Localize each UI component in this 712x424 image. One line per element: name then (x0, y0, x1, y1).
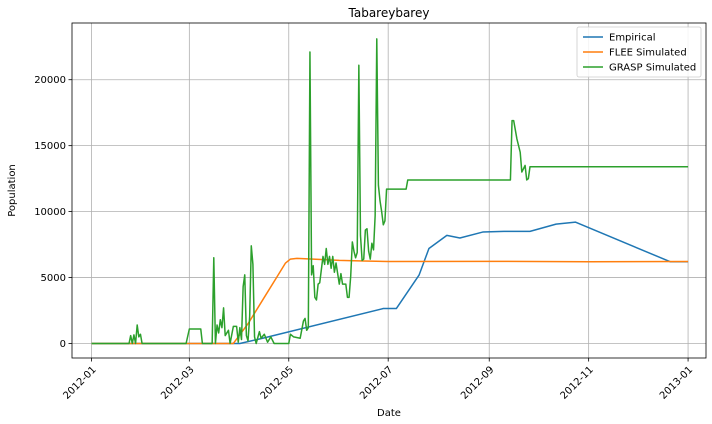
chart-title: Tabareybarey (348, 6, 430, 20)
legend-label: GRASP Simulated (609, 63, 696, 74)
x-axis-label: Date (377, 408, 401, 419)
y-tick-label: 15000 (34, 141, 66, 152)
legend-box (576, 26, 702, 78)
y-axis-label: Population (7, 164, 18, 217)
plot-frame (71, 22, 707, 359)
y-tick-label: 0 (60, 339, 66, 350)
plot-series (91, 38, 689, 345)
y-tick-label: 10000 (34, 207, 66, 218)
legend-label: Empirical (609, 33, 655, 44)
legend-label: FLEE Simulated (609, 48, 687, 59)
axis-ticks (68, 79, 689, 362)
legend: Empirical FLEE Simulated GRASP Simulated (576, 26, 702, 78)
y-tick-label: 5000 (41, 273, 66, 284)
series-line-grasp-simulated (91, 38, 689, 345)
y-tick-label: 20000 (34, 75, 66, 86)
